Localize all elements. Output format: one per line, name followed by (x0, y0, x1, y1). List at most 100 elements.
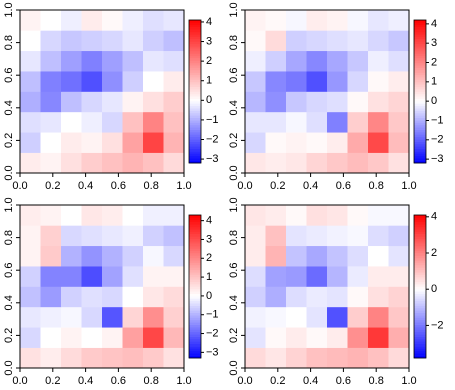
heat-cell (347, 225, 369, 247)
heat-cell (163, 286, 185, 308)
heat-cell (347, 50, 369, 72)
colorbar-step (189, 245, 201, 249)
x-tick-label: 0.0 (237, 375, 252, 387)
heat-cell (286, 152, 307, 174)
heat-cell (347, 152, 369, 174)
colorbar-step (414, 317, 426, 321)
heat-cell (368, 205, 389, 226)
colorbar-step (414, 350, 426, 354)
colorbar-step (189, 48, 201, 52)
y-tick-label: 1.0 (3, 197, 15, 212)
colorbar-step (414, 108, 426, 111)
colorbar-step (189, 105, 201, 109)
heat-cell (368, 132, 389, 153)
x-tick-label: 1.0 (176, 180, 191, 192)
colorbar-step (414, 160, 426, 164)
y-tick-label: 1.0 (3, 2, 15, 17)
heat-cell (143, 91, 164, 113)
colorbar-step (414, 260, 426, 263)
colorbar-step (414, 96, 426, 99)
z-tick-label: 1 (206, 271, 212, 283)
colorbar-step (414, 127, 426, 130)
heat-cell (61, 205, 82, 226)
heat-cell (245, 111, 266, 133)
colorbar-step (189, 31, 201, 35)
heat-cell (265, 286, 287, 308)
heat-cell (306, 71, 328, 92)
colorbar-step (414, 70, 426, 73)
colorbar-step (414, 224, 426, 228)
colorbar-step (414, 284, 426, 287)
z-tick-label: 2 (206, 55, 212, 67)
heat-cell (163, 152, 185, 174)
heat-cell (163, 266, 185, 287)
heat-cell (388, 225, 410, 247)
z-tick-label: 0 (431, 95, 437, 107)
colorbar-step (414, 250, 426, 254)
colorbar-step (189, 81, 201, 85)
heat-cell (327, 266, 348, 287)
heat-cell (122, 152, 144, 174)
heat-cell (20, 266, 41, 287)
z-tick-label: 1 (431, 76, 437, 88)
colorbar-step (414, 93, 426, 97)
colorbar-step (189, 158, 201, 161)
heat-cell (81, 225, 103, 247)
colorbar-step (189, 148, 201, 152)
heat-cell (20, 306, 41, 328)
x-tick-label: 0.8 (369, 375, 384, 387)
colorbar-step (189, 276, 201, 280)
colorbar-step (414, 34, 426, 37)
colorbar-step (414, 84, 426, 88)
colorbar-step (189, 336, 201, 340)
colorbar-step (189, 341, 201, 344)
heat-cell (102, 91, 123, 113)
heat-cell (20, 30, 41, 52)
heat-cell (245, 225, 266, 247)
colorbar-step (189, 70, 201, 73)
colorbar-step (414, 312, 426, 316)
colorbar-step (414, 141, 426, 145)
heat-cell (122, 245, 144, 267)
colorbar-step (414, 338, 426, 342)
colorbar-step (414, 245, 426, 249)
colorbar-step (189, 136, 201, 140)
heat-cell (61, 347, 82, 369)
heat-cell (102, 71, 123, 92)
heat-cell (245, 205, 266, 226)
plot-frame (19, 9, 185, 174)
heat-cell (286, 347, 307, 369)
heat-cell (368, 327, 389, 348)
heat-cell (368, 50, 389, 72)
heat-cell (122, 30, 144, 52)
heat-cell (245, 91, 266, 113)
heat-cell (265, 266, 287, 287)
colorbar-step (189, 291, 201, 294)
x-tick-label: 0.8 (144, 180, 159, 192)
colorbar-step (189, 22, 201, 26)
z-tick-label: 3 (431, 37, 437, 49)
colorbar-step (189, 222, 201, 225)
heat-cell (61, 245, 82, 267)
heat-cell (388, 132, 410, 153)
heat-cell (306, 306, 328, 328)
heat-cell (40, 132, 62, 153)
z-tick-label: 0 (206, 94, 212, 106)
heat-cell (81, 132, 103, 153)
heat-cell (81, 266, 103, 287)
colorbar-step (189, 303, 201, 306)
heat-cell (388, 266, 410, 287)
colorbar-step (189, 300, 201, 304)
colorbar-step (189, 112, 201, 116)
heat-cell (388, 91, 410, 113)
colorbar-step (414, 219, 426, 223)
colorbar-step (414, 255, 426, 259)
heat-cell (306, 286, 328, 308)
colorbar-step (414, 296, 426, 299)
heat-cell (265, 327, 287, 348)
colorbar-step (189, 236, 201, 240)
heat-cell (163, 205, 185, 226)
heat-cell (388, 347, 410, 369)
colorbar-step (414, 46, 426, 49)
colorbar-step (414, 143, 426, 147)
